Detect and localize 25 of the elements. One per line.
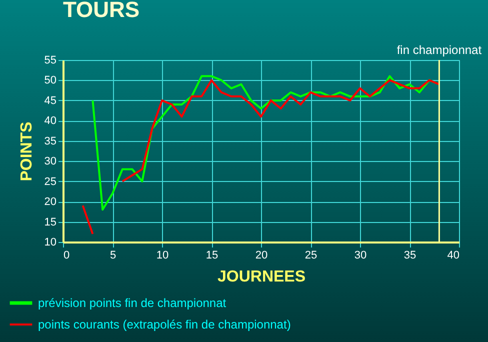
y-tick-label: 10 bbox=[44, 236, 56, 248]
x-tick-label: 30 bbox=[354, 250, 367, 262]
y-tick-label: 15 bbox=[44, 216, 56, 228]
x-tick-label: 0 bbox=[64, 250, 70, 262]
y-tick-label: 40 bbox=[44, 115, 56, 128]
y-tick-label: 20 bbox=[44, 196, 56, 208]
x-tick-label: 20 bbox=[255, 250, 268, 262]
chart-title: TOURS bbox=[63, 0, 140, 22]
x-tick-label: 40 bbox=[447, 250, 460, 262]
x-tick-label: 15 bbox=[206, 250, 218, 262]
y-tick-label: 45 bbox=[44, 94, 56, 107]
legend-label: prévision points fin de championnat bbox=[38, 296, 227, 310]
ref-line-label: fin championnat bbox=[396, 43, 482, 57]
y-tick-label: 30 bbox=[44, 156, 56, 168]
legend-label: points courants (extrapolés fin de championnat) bbox=[38, 318, 291, 332]
y-axis-title: POINTS bbox=[18, 121, 36, 182]
x-tick-label: 25 bbox=[304, 250, 318, 262]
y-tick-label: 55 bbox=[44, 54, 56, 66]
y-tick-label: 35 bbox=[44, 135, 56, 148]
x-tick-label: 35 bbox=[404, 250, 416, 262]
x-tick-label: 5 bbox=[110, 250, 116, 262]
x-axis-title: JOURNEES bbox=[217, 268, 306, 286]
y-tick-label: 25 bbox=[44, 176, 56, 188]
x-tick-label: 10 bbox=[156, 250, 169, 262]
y-tick-label: 50 bbox=[44, 74, 56, 87]
